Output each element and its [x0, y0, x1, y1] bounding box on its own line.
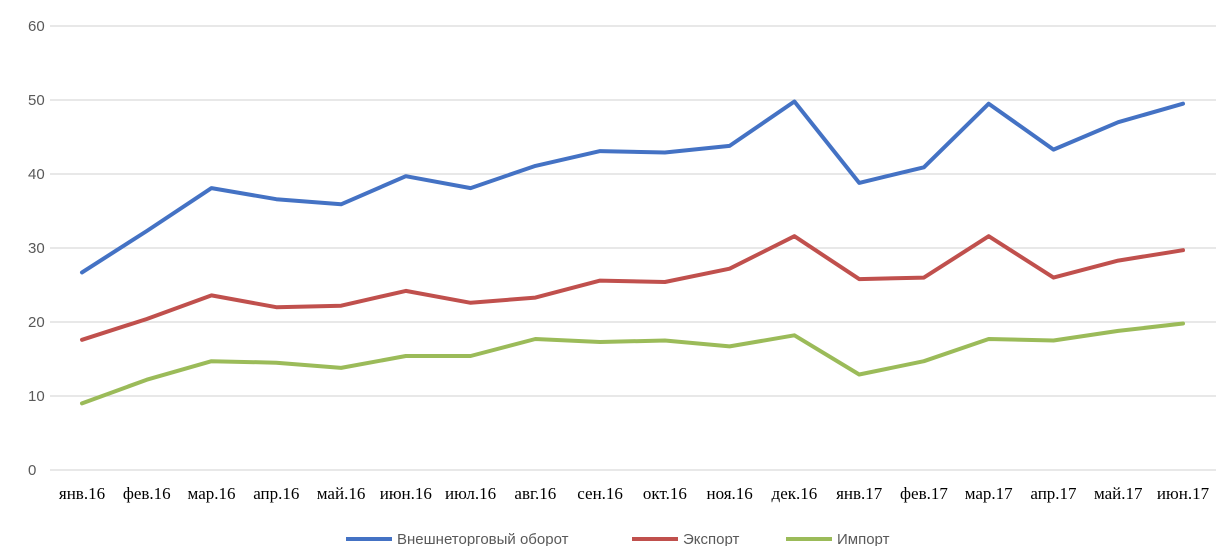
legend-label: Внешнеторговый оборот — [397, 531, 569, 546]
gridlines — [50, 25, 1216, 471]
x-tick-label: дек.16 — [772, 484, 818, 503]
x-axis: янв.16 фев.16 мар.16 апр.16 май.16 июн.16 июл.… — [59, 484, 1210, 503]
x-tick-label: май.17 — [1094, 484, 1143, 503]
legend-item: Экспорт — [632, 531, 739, 546]
y-tick-label: 10 — [28, 388, 45, 405]
series-line-0 — [80, 99, 1185, 275]
legend-label: Экспорт — [683, 531, 739, 546]
legend-item: Импорт — [786, 531, 890, 546]
x-tick-label: апр.16 — [253, 484, 299, 503]
x-tick-label: июл.16 — [445, 484, 496, 503]
series-lines — [80, 99, 1185, 406]
series-line-2 — [80, 321, 1185, 406]
x-tick-label: ноя.16 — [706, 484, 752, 503]
y-tick-label: 30 — [28, 240, 45, 257]
x-tick-label: апр.17 — [1030, 484, 1077, 503]
y-tick-label: 60 — [28, 18, 45, 35]
y-tick-label: 20 — [28, 314, 45, 331]
legend: Внешнеторговый оборот Экспорт Импорт — [346, 531, 890, 546]
x-tick-label: фев.16 — [123, 484, 171, 503]
y-tick-label: 50 — [28, 92, 45, 109]
x-tick-label: мар.16 — [188, 484, 236, 503]
y-tick-label: 0 — [28, 462, 36, 479]
x-tick-label: июн.16 — [380, 484, 432, 503]
y-tick-label: 40 — [28, 166, 45, 183]
x-tick-label: окт.16 — [643, 484, 687, 503]
y-axis: 0 10 20 30 40 50 60 — [28, 18, 45, 479]
x-tick-label: авг.16 — [514, 484, 556, 503]
x-tick-label: янв.16 — [59, 484, 105, 503]
x-tick-label: янв.17 — [836, 484, 883, 503]
x-tick-label: июн.17 — [1157, 484, 1210, 503]
x-tick-label: фев.17 — [900, 484, 948, 503]
legend-item: Внешнеторговый оборот — [346, 531, 569, 546]
x-tick-label: мар.17 — [965, 484, 1013, 503]
x-tick-label: сен.16 — [577, 484, 623, 503]
series-line-1 — [80, 234, 1185, 342]
x-tick-label: май.16 — [317, 484, 366, 503]
legend-label: Импорт — [837, 531, 890, 546]
